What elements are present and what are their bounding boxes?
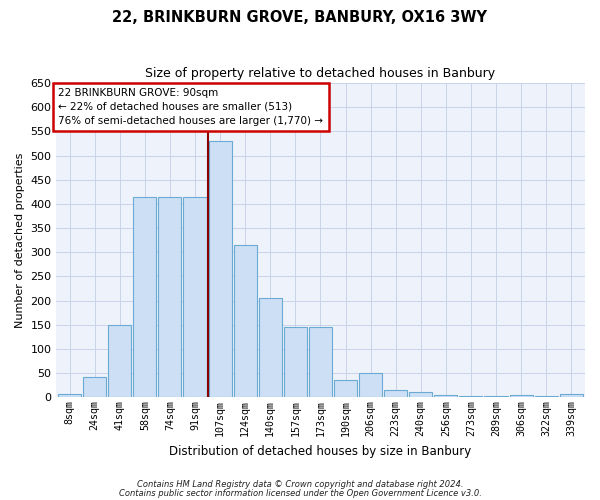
Bar — [460, 396, 482, 398]
Bar — [434, 395, 457, 398]
Bar — [384, 390, 407, 398]
Bar — [309, 328, 332, 398]
Bar — [209, 141, 232, 398]
Text: 22 BRINKBURN GROVE: 90sqm
← 22% of detached houses are smaller (513)
76% of semi: 22 BRINKBURN GROVE: 90sqm ← 22% of detac… — [58, 88, 323, 126]
X-axis label: Distribution of detached houses by size in Banbury: Distribution of detached houses by size … — [169, 444, 472, 458]
Bar — [83, 376, 106, 398]
Bar — [108, 325, 131, 398]
Bar — [359, 373, 382, 398]
Bar — [484, 396, 508, 398]
Bar — [334, 380, 357, 398]
Bar — [284, 328, 307, 398]
Text: Contains public sector information licensed under the Open Government Licence v3: Contains public sector information licen… — [119, 488, 481, 498]
Title: Size of property relative to detached houses in Banbury: Size of property relative to detached ho… — [145, 68, 496, 80]
Bar — [535, 396, 557, 398]
Bar — [184, 196, 206, 398]
Bar — [158, 196, 181, 398]
Bar — [409, 392, 432, 398]
Bar — [259, 298, 282, 398]
Bar — [58, 394, 81, 398]
Text: 22, BRINKBURN GROVE, BANBURY, OX16 3WY: 22, BRINKBURN GROVE, BANBURY, OX16 3WY — [113, 10, 487, 25]
Bar — [560, 394, 583, 398]
Text: Contains HM Land Registry data © Crown copyright and database right 2024.: Contains HM Land Registry data © Crown c… — [137, 480, 463, 489]
Bar — [133, 196, 157, 398]
Bar — [233, 245, 257, 398]
Y-axis label: Number of detached properties: Number of detached properties — [15, 152, 25, 328]
Bar — [509, 395, 533, 398]
